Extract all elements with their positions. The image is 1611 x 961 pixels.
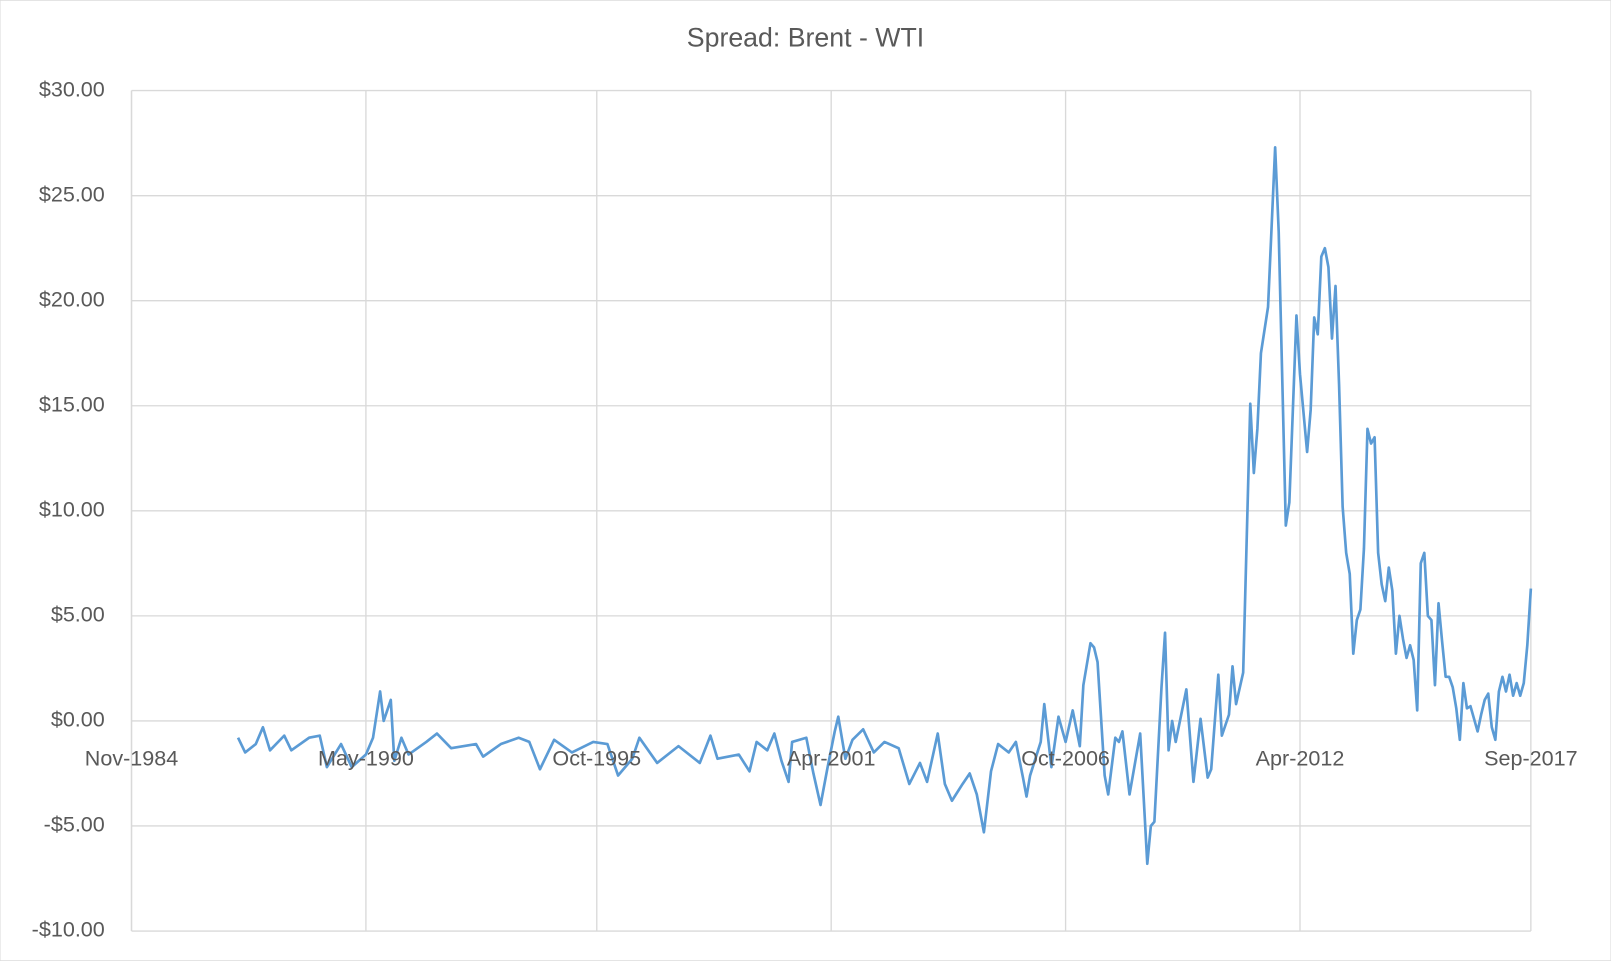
y-tick-label: $15.00 [39,391,105,416]
y-tick-label: -$5.00 [44,812,105,837]
x-tick-label: Apr-2012 [1256,746,1345,771]
x-tick-label: Sep-2017 [1484,746,1578,771]
data-line [236,145,1533,866]
y-tick-label: $5.00 [51,602,105,627]
y-tick-label: $30.00 [39,76,105,101]
chart-title: Spread: Brent - WTI [687,22,924,52]
x-tick-label: Oct-1995 [552,746,641,771]
x-tick-label: Nov-1984 [85,746,179,771]
x-tick-label: Apr-2001 [787,746,876,771]
y-tick-label: $20.00 [39,286,105,311]
x-tick-label: Oct-2006 [1021,746,1110,771]
y-tick-label: -$10.00 [32,917,105,942]
y-tick-label: $0.00 [51,707,105,732]
y-tick-label: $10.00 [39,497,105,522]
x-tick-label: May-1990 [318,746,414,771]
y-tick-label: $25.00 [39,181,105,206]
